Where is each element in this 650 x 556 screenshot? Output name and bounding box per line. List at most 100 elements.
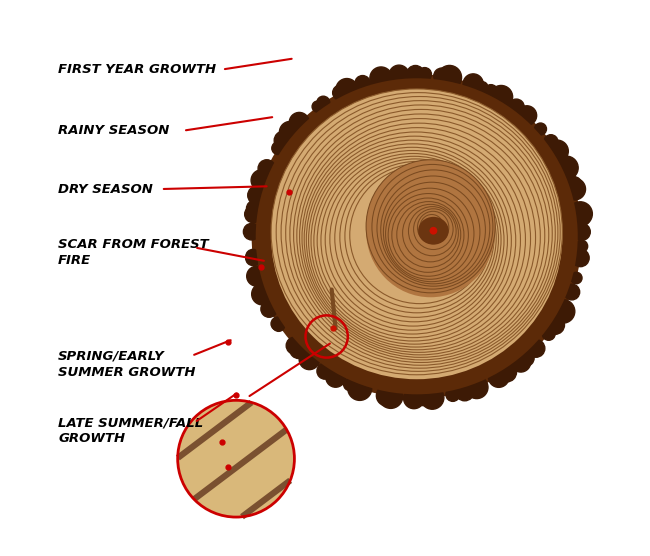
Text: LATE SUMMER/FALL
GROWTH: LATE SUMMER/FALL GROWTH [58,416,203,445]
Circle shape [251,170,272,191]
Circle shape [573,224,590,240]
Circle shape [446,388,460,401]
Ellipse shape [388,193,469,276]
Circle shape [326,368,345,387]
Ellipse shape [286,101,555,365]
Ellipse shape [366,164,495,297]
Ellipse shape [300,118,540,355]
Ellipse shape [396,202,461,267]
Circle shape [407,66,424,83]
Circle shape [243,224,260,240]
Circle shape [244,206,261,223]
Ellipse shape [309,136,521,344]
Circle shape [404,388,424,409]
Circle shape [497,363,517,382]
Ellipse shape [252,75,582,399]
Circle shape [568,202,592,226]
Ellipse shape [297,114,545,358]
Text: FIRST YEAR GROWTH: FIRST YEAR GROWTH [58,63,216,76]
Ellipse shape [384,182,480,282]
Ellipse shape [330,156,499,322]
Circle shape [246,201,262,216]
Ellipse shape [417,211,449,244]
Ellipse shape [271,89,562,375]
Ellipse shape [402,205,458,262]
Circle shape [333,85,348,100]
Circle shape [376,385,397,406]
Ellipse shape [392,198,464,272]
Ellipse shape [290,105,552,363]
Circle shape [317,363,333,379]
Circle shape [488,366,509,388]
Circle shape [545,315,564,334]
Circle shape [336,78,358,101]
Ellipse shape [340,161,494,313]
Circle shape [177,400,294,517]
Circle shape [272,319,285,331]
Circle shape [261,301,278,317]
Circle shape [527,340,545,358]
Ellipse shape [281,97,558,368]
Ellipse shape [372,165,493,289]
Circle shape [465,376,488,399]
Circle shape [546,140,568,162]
Circle shape [564,178,586,200]
Circle shape [534,123,547,135]
Ellipse shape [350,166,489,304]
Circle shape [271,317,285,330]
Circle shape [344,378,356,390]
Ellipse shape [385,188,474,279]
Circle shape [430,227,437,235]
Circle shape [290,341,307,359]
Ellipse shape [306,132,525,347]
Ellipse shape [366,160,495,293]
Ellipse shape [271,93,562,379]
Circle shape [565,176,582,193]
Ellipse shape [321,151,504,330]
Circle shape [389,65,409,85]
Circle shape [286,337,304,354]
Ellipse shape [413,209,453,250]
Ellipse shape [317,147,508,334]
Ellipse shape [314,144,512,337]
Ellipse shape [345,164,492,308]
Ellipse shape [420,215,443,239]
Circle shape [575,240,588,252]
Text: DRY SEASON: DRY SEASON [58,182,153,196]
Circle shape [571,249,589,267]
Circle shape [299,349,320,370]
Circle shape [517,106,537,125]
Circle shape [517,350,534,366]
Circle shape [564,284,580,300]
Circle shape [370,67,392,89]
Circle shape [544,135,558,149]
Circle shape [418,68,432,81]
Text: RAINY SEASON: RAINY SEASON [58,124,170,137]
Circle shape [554,156,578,180]
Circle shape [570,206,591,226]
Circle shape [511,353,530,372]
Circle shape [571,272,582,284]
Circle shape [476,82,488,93]
Ellipse shape [381,176,486,284]
Circle shape [416,391,431,406]
Ellipse shape [311,140,515,341]
FancyArrowPatch shape [332,290,335,329]
Circle shape [463,74,484,94]
Ellipse shape [294,110,549,360]
Circle shape [248,186,266,205]
Circle shape [551,300,575,323]
Circle shape [434,68,450,84]
Circle shape [455,382,474,401]
Circle shape [484,85,498,98]
Ellipse shape [377,170,490,286]
Ellipse shape [302,123,536,353]
Text: SPRING/EARLY
SUMMER GROWTH: SPRING/EARLY SUMMER GROWTH [58,350,196,379]
Circle shape [258,160,276,177]
Ellipse shape [335,159,496,317]
Ellipse shape [408,207,456,256]
Circle shape [289,112,309,132]
Ellipse shape [255,78,578,394]
Circle shape [437,66,462,90]
Ellipse shape [304,128,530,350]
